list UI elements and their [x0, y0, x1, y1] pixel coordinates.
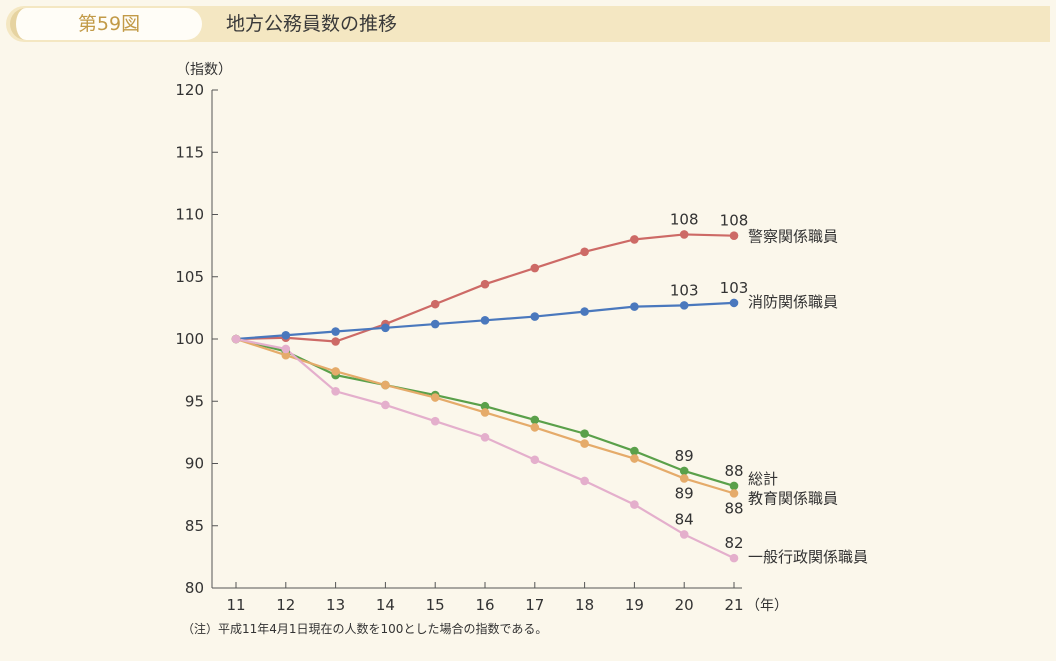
- data-point: [729, 298, 739, 308]
- chart-title: 地方公務員数の推移: [226, 13, 398, 35]
- data-point: [480, 433, 490, 442]
- y-tick-label: 85: [185, 517, 204, 535]
- data-point: [580, 247, 589, 257]
- data-label: 84: [675, 510, 694, 528]
- x-tick-label: 19: [625, 596, 644, 614]
- data-label: 89: [675, 484, 694, 502]
- data-label: 88: [724, 462, 743, 480]
- footnote: （注）平成11年4月1日現在の人数を100とした場合の指数である。: [182, 622, 548, 636]
- data-point: [729, 553, 739, 563]
- data-point: [480, 408, 490, 417]
- data-point: [729, 231, 739, 240]
- data-point: [331, 337, 340, 346]
- data-point: [630, 454, 639, 463]
- data-point: [331, 367, 340, 376]
- data-point: [530, 263, 540, 273]
- data-label: 88: [724, 499, 743, 517]
- y-tick-label: 115: [175, 143, 204, 161]
- series-name-label: 一般行政関係職員: [748, 548, 868, 566]
- data-point: [679, 474, 689, 483]
- data-point: [381, 400, 390, 410]
- data-point: [480, 401, 490, 411]
- x-tick-label: 11: [226, 596, 245, 614]
- data-point: [530, 423, 540, 432]
- series-name-label: 教育関係職員: [748, 489, 838, 507]
- data-label: 108: [720, 212, 749, 230]
- data-point: [381, 323, 390, 333]
- data-point: [480, 316, 490, 325]
- figure-number-badge: 第59図: [10, 8, 202, 40]
- data-label: 82: [724, 534, 743, 552]
- data-point: [679, 230, 689, 239]
- y-tick-label: 110: [175, 206, 204, 224]
- data-point: [679, 530, 689, 539]
- data-point: [530, 455, 540, 465]
- data-point: [281, 344, 291, 354]
- data-point: [580, 476, 589, 486]
- x-tick-label: 12: [276, 596, 295, 614]
- data-point: [281, 330, 291, 340]
- data-label: 108: [670, 210, 699, 228]
- data-point: [630, 302, 639, 311]
- x-tick-label: 16: [475, 596, 494, 614]
- data-point: [231, 334, 241, 344]
- y-tick-label: 100: [175, 330, 204, 348]
- data-label: 103: [720, 279, 749, 297]
- series-line: [235, 337, 735, 560]
- data-point: [729, 489, 739, 498]
- y-tick-label: 90: [185, 455, 204, 473]
- y-axis-label: （指数）: [176, 62, 232, 78]
- y-tick-label: 95: [185, 392, 204, 410]
- axes: 120 115 110 105 100 95 90 85 80 （指数） 11 12 13 14 15 16 1…: [175, 62, 788, 614]
- data-label: 103: [670, 281, 699, 299]
- data-point: [430, 319, 440, 329]
- data-point: [580, 429, 589, 438]
- data-point: [580, 307, 589, 316]
- data-point: [530, 415, 540, 425]
- series-name-label: 総計: [748, 470, 778, 488]
- data-point: [381, 380, 390, 390]
- data-point: [281, 350, 291, 360]
- data-point: [630, 500, 639, 509]
- x-tick-label: 15: [426, 596, 445, 614]
- data-point: [630, 235, 639, 244]
- y-tick-label: 105: [175, 268, 204, 286]
- data-label: 89: [675, 447, 694, 465]
- data-point: [430, 416, 440, 426]
- y-tick-label: 120: [175, 81, 204, 99]
- y-tick-label: 80: [185, 579, 204, 597]
- data-point: [480, 279, 490, 289]
- series-name-label: 警察関係職員: [748, 228, 838, 246]
- data-point: [630, 446, 639, 456]
- x-tick-label: 18: [575, 596, 594, 614]
- series-points: [231, 230, 739, 563]
- data-point: [679, 466, 689, 476]
- data-point: [580, 439, 589, 448]
- data-point: [729, 481, 739, 491]
- series-name-label: 消防関係職員: [748, 293, 838, 311]
- data-point: [331, 327, 340, 336]
- figure-number: 第59図: [77, 13, 141, 35]
- data-point: [530, 312, 540, 321]
- x-axis-unit-label: （年）: [746, 598, 788, 614]
- data-point: [331, 386, 340, 396]
- x-tick-label: 14: [376, 596, 395, 614]
- data-point: [430, 299, 440, 309]
- data-point: [430, 393, 440, 402]
- data-point: [679, 301, 689, 310]
- x-tick-label: 20: [675, 596, 694, 614]
- x-tick-label: 21: [724, 596, 743, 614]
- x-tick-label: 13: [326, 596, 345, 614]
- x-tick-label: 17: [525, 596, 544, 614]
